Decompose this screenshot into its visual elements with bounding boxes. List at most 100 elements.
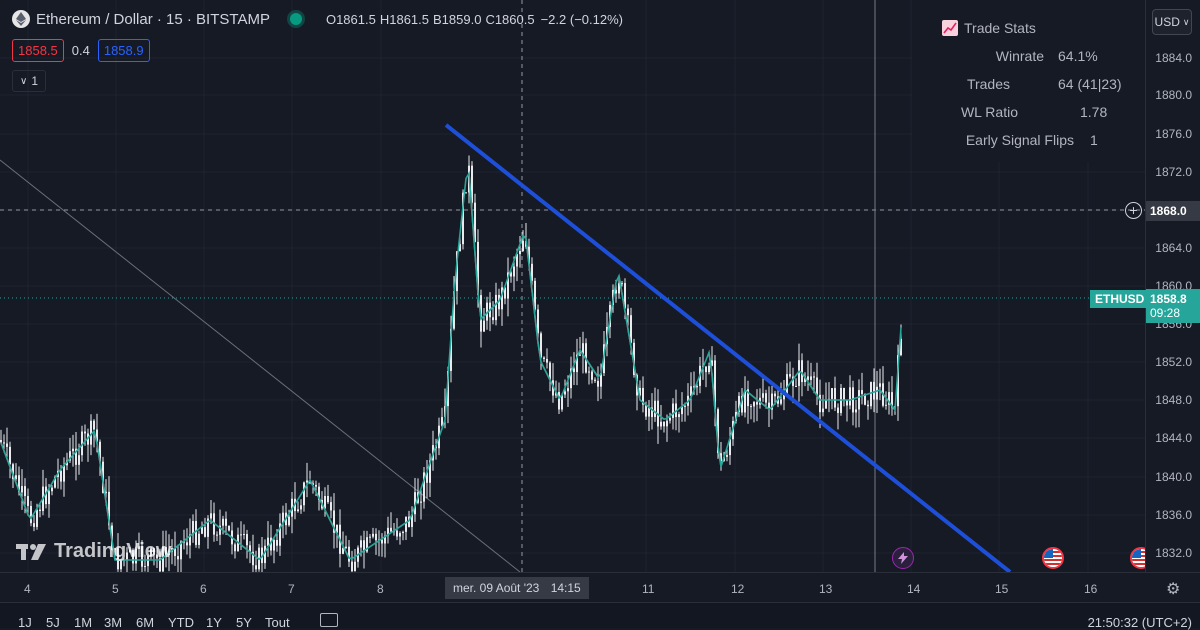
candle-body <box>270 537 272 551</box>
candle-body <box>729 439 731 456</box>
candle-body <box>711 360 713 366</box>
candle-body <box>600 373 602 387</box>
candle-body <box>189 534 191 546</box>
candle-body <box>315 484 317 487</box>
candle-body <box>486 302 488 321</box>
candle-body <box>15 475 17 480</box>
symbol-title[interactable]: Ethereum / Dollar · 15 · BITSTAMP <box>36 10 270 28</box>
candle-body <box>753 402 755 407</box>
candle-body <box>717 409 719 454</box>
candle-body <box>147 556 149 567</box>
candle-body <box>459 244 461 252</box>
candle-body <box>426 472 428 483</box>
candle-body <box>72 448 74 452</box>
crosshair-date: mer. 09 Août '23 <box>453 581 540 595</box>
candle-body <box>324 496 326 509</box>
wl-ratio-value: 1.78 <box>1080 104 1108 120</box>
range-button[interactable]: 1M <box>74 615 93 630</box>
sell-price-button[interactable]: 1858.5 <box>12 39 64 62</box>
range-button[interactable]: 5J <box>46 615 60 630</box>
candle-body <box>75 448 77 465</box>
candle-body <box>342 547 344 554</box>
candle-body <box>582 343 584 356</box>
price-tick: 1884.0 <box>1155 51 1192 65</box>
candle-body <box>804 376 806 383</box>
price-scale[interactable]: USD ∨ 1884.0 1880.0 1876.0 1872.0 1864.0 1860… <box>1145 0 1200 572</box>
candle-body <box>888 392 890 405</box>
candle-body <box>381 539 383 544</box>
buy-price-button[interactable]: 1858.9 <box>97 39 150 62</box>
candle-body <box>201 527 203 534</box>
range-button[interactable]: 1J <box>18 615 32 630</box>
candle-body <box>63 465 65 482</box>
chevron-down-icon: ∨ <box>19 75 28 87</box>
candle-body <box>822 408 824 413</box>
winrate-value: 64.1% <box>1058 48 1098 64</box>
candle-body <box>465 192 467 194</box>
add-alert-icon[interactable]: + <box>1125 202 1142 219</box>
candle-body <box>876 386 878 400</box>
candle-body <box>837 407 839 413</box>
candle-body <box>795 385 797 387</box>
indicators-toggle[interactable]: ∨ 1 <box>12 70 46 92</box>
candle-body <box>384 535 386 544</box>
candle-body <box>705 366 707 373</box>
range-button[interactable]: 3M <box>104 615 123 630</box>
price-tick: 1852.0 <box>1155 355 1192 369</box>
candle-body <box>810 376 812 380</box>
candle-body <box>570 368 572 389</box>
gear-icon[interactable]: ⚙ <box>1166 581 1181 598</box>
candle-body <box>420 501 422 503</box>
candle-body <box>846 400 848 406</box>
candle-body <box>222 518 224 526</box>
candle-body <box>351 561 353 572</box>
chart-icon <box>942 20 958 36</box>
time-axis[interactable]: 4 5 6 7 8 11 12 13 14 15 16 mer. 09 Août '23 14:15… <box>0 572 1200 602</box>
us-flag-event-icon[interactable] <box>1130 547 1145 569</box>
candle-body <box>225 518 227 526</box>
candle-body <box>864 393 866 405</box>
candle-body <box>198 533 200 545</box>
high-key: H <box>379 11 390 27</box>
candle-body <box>561 394 563 410</box>
trades-value: 64 (41|23) <box>1058 76 1122 92</box>
candle-body <box>402 531 404 534</box>
candle-body <box>639 387 641 396</box>
open-value: 1861.5 <box>336 11 376 27</box>
us-flag-event-icon[interactable] <box>1042 547 1064 569</box>
candle-body <box>411 514 413 527</box>
candle-body <box>78 455 80 465</box>
price-tick: 1844.0 <box>1155 431 1192 445</box>
range-button[interactable]: YTD <box>168 615 194 630</box>
candle-body <box>300 505 302 510</box>
price-chart[interactable] <box>0 0 1145 572</box>
currency-selector[interactable]: USD ∨ <box>1152 9 1192 35</box>
candle-body <box>543 357 545 359</box>
date-tick: 13 <box>819 582 833 596</box>
candle-body <box>441 417 443 426</box>
clock[interactable]: 21:50:32 (UTC+2) <box>1087 615 1192 630</box>
candle-body <box>807 376 809 380</box>
range-button[interactable]: 1Y <box>206 615 222 630</box>
last-price-label: 1858.8 09:28 <box>1146 289 1200 323</box>
candle-body <box>186 542 188 546</box>
candle-body <box>714 360 716 410</box>
candle-body <box>855 409 857 413</box>
candle-body <box>45 486 47 505</box>
candle-body <box>165 546 167 556</box>
candle-body <box>144 566 146 568</box>
lightning-icon[interactable] <box>892 547 914 569</box>
chart-pane[interactable]: Ethereum / Dollar · 15 · BITSTAMP O 1861.… <box>0 0 1145 572</box>
candle-body <box>183 541 185 543</box>
candle-body <box>177 556 179 560</box>
range-button[interactable]: Tout <box>265 615 290 630</box>
candle-body <box>624 283 626 309</box>
candle-body <box>774 393 776 397</box>
date-tick: 5 <box>112 582 119 596</box>
last-price: 1858.8 <box>1150 292 1187 306</box>
candle-body <box>885 404 887 406</box>
calendar-icon[interactable] <box>320 613 338 627</box>
range-button[interactable]: 6M <box>136 615 155 630</box>
range-button[interactable]: 5Y <box>236 615 252 630</box>
candle-body <box>30 505 32 524</box>
